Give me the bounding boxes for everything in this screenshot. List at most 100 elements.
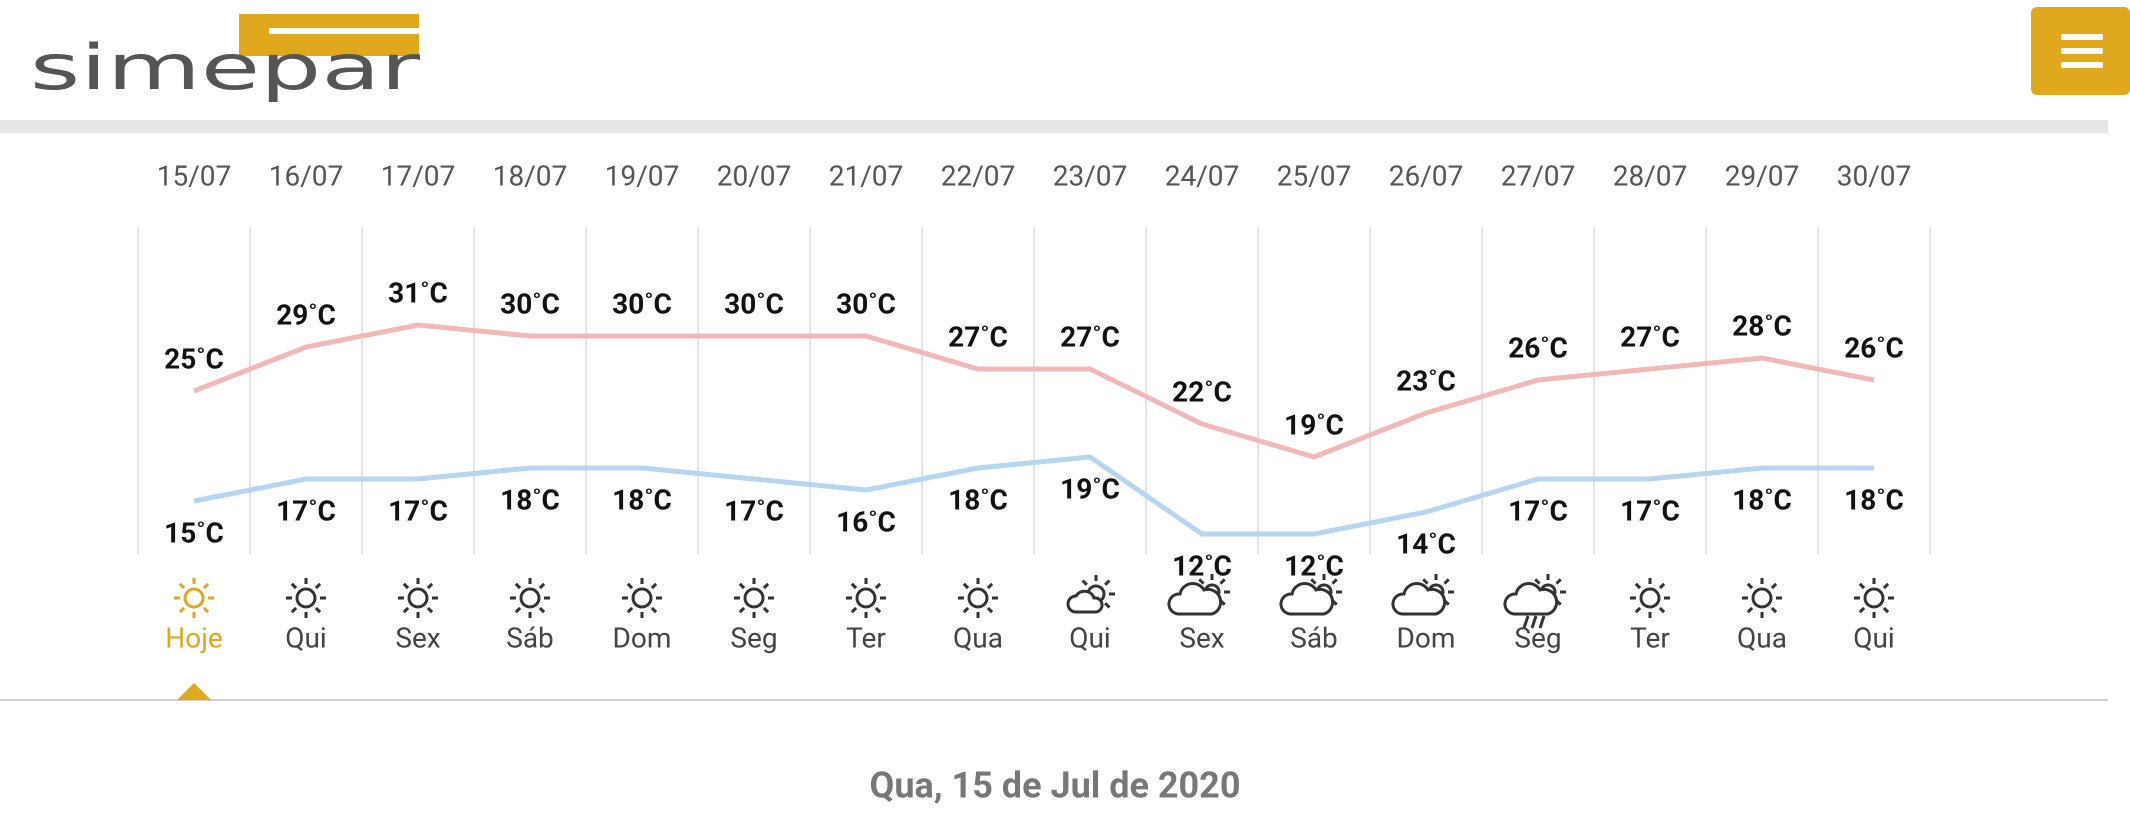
weekday-label: Sáb: [1290, 621, 1338, 654]
sun-ray: [1422, 578, 1429, 585]
date-label: 20/07: [717, 159, 792, 192]
weekday-label: Seg: [1514, 621, 1561, 654]
sun-core: [743, 587, 765, 609]
weekday-label: Seg: [730, 621, 777, 654]
sun-ray: [850, 606, 858, 614]
logo-notch-fill: [269, 14, 419, 28]
weather-icon: [734, 578, 774, 618]
temperature-label: 29˚C: [276, 298, 336, 331]
weekday-label: Dom: [1397, 621, 1456, 654]
weather-icon: [1854, 578, 1894, 618]
date-label: 16/07: [269, 159, 344, 192]
temperature-line: [193, 454, 1874, 537]
temperature-label: 17˚C: [1620, 494, 1680, 527]
sun-ray: [314, 582, 322, 590]
sun-ray: [1858, 606, 1866, 614]
sun-core: [519, 587, 541, 609]
date-label: 23/07: [1053, 159, 1128, 192]
date-label: 15/07: [157, 159, 232, 192]
weekday-label: Sex: [1179, 621, 1224, 654]
menu-bar: [2061, 48, 2103, 54]
sun-ray: [1634, 606, 1642, 614]
temperature-label: 28˚C: [1732, 309, 1792, 342]
sun-ray: [1882, 606, 1890, 614]
sun-ray: [874, 582, 882, 590]
temperature-label: 17˚C: [724, 494, 784, 527]
weather-icon: [1167, 574, 1230, 616]
sun-ray: [874, 606, 882, 614]
rain: [1522, 615, 1530, 629]
temperature-label: 19˚C: [1060, 472, 1120, 505]
sun-ray: [1104, 579, 1111, 586]
weekday-label: Sáb: [506, 621, 554, 654]
weekday-label: Sex: [395, 621, 440, 654]
weekday-label: Hoje: [165, 621, 223, 654]
sun-ray: [1882, 582, 1890, 590]
sun-core: [1863, 587, 1885, 609]
menu-bar: [2061, 34, 2103, 40]
temperature-label: 30˚C: [500, 287, 560, 320]
temperature-label: 18˚C: [500, 483, 560, 516]
temperature-label: 30˚C: [724, 287, 784, 320]
sun-ray: [1658, 582, 1666, 590]
temperature-label: 27˚C: [1060, 320, 1120, 353]
temperature-label: 18˚C: [948, 483, 1008, 516]
sun-core: [967, 587, 989, 609]
sun-ray: [314, 606, 322, 614]
weather-icon: [174, 578, 214, 618]
sun-ray: [290, 582, 298, 590]
sun-ray: [1746, 582, 1754, 590]
sun-ray: [626, 606, 634, 614]
sun-ray: [986, 606, 994, 614]
weekday-label: Qui: [1853, 621, 1895, 654]
temperature-label: 12˚C: [1172, 549, 1232, 582]
sun-ray: [1858, 582, 1866, 590]
weekday-label: Qua: [1737, 621, 1787, 654]
date-label: 24/07: [1165, 159, 1240, 192]
sun-ray: [538, 606, 546, 614]
cloud: [1503, 582, 1559, 616]
weather-icon: [510, 578, 550, 618]
header-divider: [0, 120, 2108, 133]
weather-icon: [846, 578, 886, 618]
sun-ray: [1331, 578, 1338, 585]
weekday-label: Ter: [1630, 621, 1670, 654]
date-label: 17/07: [381, 159, 456, 192]
date-label: 28/07: [1613, 159, 1688, 192]
date-label: 27/07: [1501, 159, 1576, 192]
weekday-label: Qui: [1069, 621, 1111, 654]
sun-ray: [1198, 578, 1205, 585]
sun-ray: [1555, 578, 1562, 585]
weather-icon: [1503, 574, 1566, 629]
temperature-label: 16˚C: [836, 505, 896, 538]
sun-ray: [402, 606, 410, 614]
temperature-line: [193, 322, 1875, 460]
temperature-label: 26˚C: [1508, 331, 1568, 364]
sun-ray: [850, 582, 858, 590]
temperature-label: 18˚C: [1844, 483, 1904, 516]
weather-icon: [1742, 578, 1782, 618]
cloud: [1391, 582, 1447, 616]
sun-core: [855, 587, 877, 609]
weather-icon: [958, 578, 998, 618]
rain: [1530, 615, 1538, 629]
sun-core: [295, 587, 317, 609]
selected-date: Qua, 15 de Jul de 2020: [870, 765, 1241, 807]
temperature-label: 25˚C: [164, 342, 224, 375]
temperature-label: 18˚C: [612, 483, 672, 516]
sun-ray: [1634, 582, 1642, 590]
weather-icon: [398, 578, 438, 618]
menu-bar: [2061, 62, 2103, 68]
sun-ray: [178, 582, 186, 590]
sun-ray: [962, 606, 970, 614]
sun-ray: [626, 582, 634, 590]
temperature-label: 30˚C: [612, 287, 672, 320]
rain: [1538, 615, 1546, 629]
temperature-label: 31˚C: [388, 276, 448, 309]
sun-ray: [426, 582, 434, 590]
sun-ray: [178, 606, 186, 614]
selected-pointer: [177, 683, 211, 700]
sun-ray: [538, 582, 546, 590]
sun-ray: [1770, 582, 1778, 590]
